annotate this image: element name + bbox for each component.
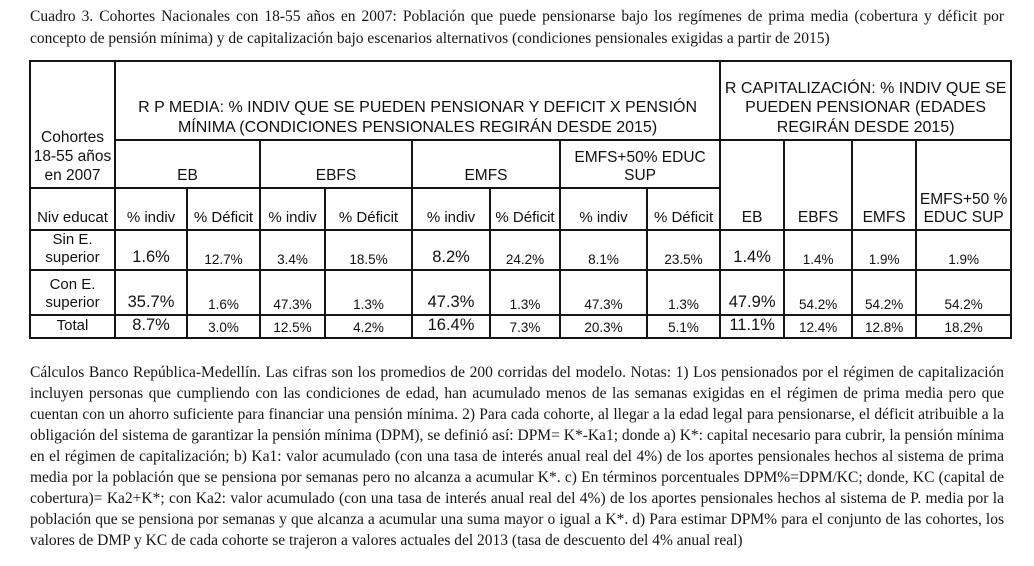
header-row-scenarios: EB EBFS EMFS EMFS+50% EDUC SUP EB EBFS E… [30, 139, 1013, 231]
value-cell: 1.9% [915, 229, 1013, 271]
value-cell: 47.9% [719, 269, 786, 316]
value-cell: 3.0% [186, 314, 261, 339]
col-header-pct-deficit: % Déficit [489, 187, 561, 231]
value-cell: 1.4% [719, 229, 786, 271]
col-header-pct-indiv: % indiv [259, 187, 326, 231]
value-cell: 54.2% [783, 269, 854, 316]
rp-group-eb-header: EB [114, 139, 261, 189]
corner-header-cell: Cohortes 18-55 años en 2007 [29, 60, 116, 189]
value-cell: 8.2% [411, 229, 491, 271]
value-cell: 1.3% [489, 269, 561, 316]
cap-col-emfs50-header: EMFS+50 % EDUC SUP [915, 139, 1013, 231]
table-footnotes: Cálculos Banco República-Medellín. Las c… [30, 364, 1004, 549]
table-row-sin-superior: Sin E. superior 1.6% 12.7% 3.4% 18.5% 8.… [29, 229, 1013, 271]
value-cell: 8.7% [114, 314, 188, 339]
cuadro3-table: Cohortes 18-55 años en 2007 R P MEDIA: %… [29, 60, 1013, 339]
cap-col-eb-header: EB [719, 139, 786, 231]
rp-group-emfs-header: EMFS [411, 139, 561, 189]
capitalizacion-header-cell: R CAPITALIZACIÓN: % INDIV QUE SE PUEDEN … [719, 60, 1013, 141]
value-cell: 18.2% [915, 314, 1013, 339]
row-label: Sin E. superior [29, 229, 116, 271]
value-cell: 54.2% [915, 269, 1013, 316]
cap-col-emfs-header: EMFS [851, 139, 918, 231]
niv-educat-header: Niv educat [29, 187, 116, 231]
value-cell: 1.4% [783, 229, 854, 271]
cap-col-ebfs-header: EBFS [783, 139, 854, 231]
value-cell: 23.5% [645, 229, 722, 271]
value-cell: 20.3% [559, 314, 648, 339]
document-page: Cuadro 3. Cohortes Nacionales con 18-55 … [0, 6, 1034, 566]
value-cell: 12.5% [259, 314, 326, 339]
col-header-pct-deficit: % Déficit [324, 187, 413, 231]
value-cell: 12.8% [851, 314, 918, 339]
col-header-pct-deficit: % Déficit [645, 187, 722, 231]
value-cell: 35.7% [114, 269, 188, 316]
col-header-pct-deficit: % Déficit [186, 187, 261, 231]
value-cell: 1.6% [186, 269, 261, 316]
header-row-subcolumns: Niv educat % indiv % Déficit % indiv % D… [29, 187, 1011, 231]
table-caption: Cuadro 3. Cohortes Nacionales con 18-55 … [30, 8, 1004, 47]
value-cell: 47.3% [411, 269, 491, 316]
value-cell: 54.2% [851, 269, 918, 316]
col-header-pct-indiv: % indiv [411, 187, 491, 231]
value-cell: 1.3% [324, 269, 413, 316]
value-cell: 1.9% [851, 229, 918, 271]
value-cell: 47.3% [259, 269, 326, 316]
value-cell: 1.3% [645, 269, 722, 316]
rp-group-ebfs-header: EBFS [259, 139, 413, 189]
value-cell: 18.5% [324, 229, 413, 271]
col-header-pct-indiv: % indiv [114, 187, 188, 231]
row-label: Con E. superior [29, 269, 116, 316]
rp-group-emfs50-header: EMFS+50% EDUC SUP [558, 139, 722, 189]
table-row-con-superior: Con E. superior 35.7% 1.6% 47.3% 1.3% 47… [29, 269, 1013, 316]
value-cell: 7.3% [489, 314, 561, 339]
value-cell: 24.2% [489, 229, 561, 271]
value-cell: 3.4% [259, 229, 326, 271]
value-cell: 47.3% [559, 269, 648, 316]
value-cell: 1.6% [114, 229, 188, 271]
rp-media-header-cell: R P MEDIA: % INDIV QUE SE PUEDEN PENSION… [113, 60, 722, 141]
value-cell: 4.2% [324, 314, 413, 339]
value-cell: 5.1% [645, 314, 722, 339]
row-label: Total [29, 314, 116, 339]
value-cell: 16.4% [411, 314, 491, 339]
value-cell: 12.7% [186, 229, 261, 271]
value-cell: 8.1% [559, 229, 648, 271]
table-row-total: Total 8.7% 3.0% 12.5% 4.2% 16.4% 7.3% 20… [29, 314, 1013, 339]
col-header-pct-indiv: % indiv [559, 187, 648, 231]
header-row-groups-top: Cohortes 18-55 años en 2007 R P MEDIA: %… [29, 60, 1013, 189]
value-cell: 11.1% [719, 314, 786, 339]
value-cell: 12.4% [783, 314, 854, 339]
